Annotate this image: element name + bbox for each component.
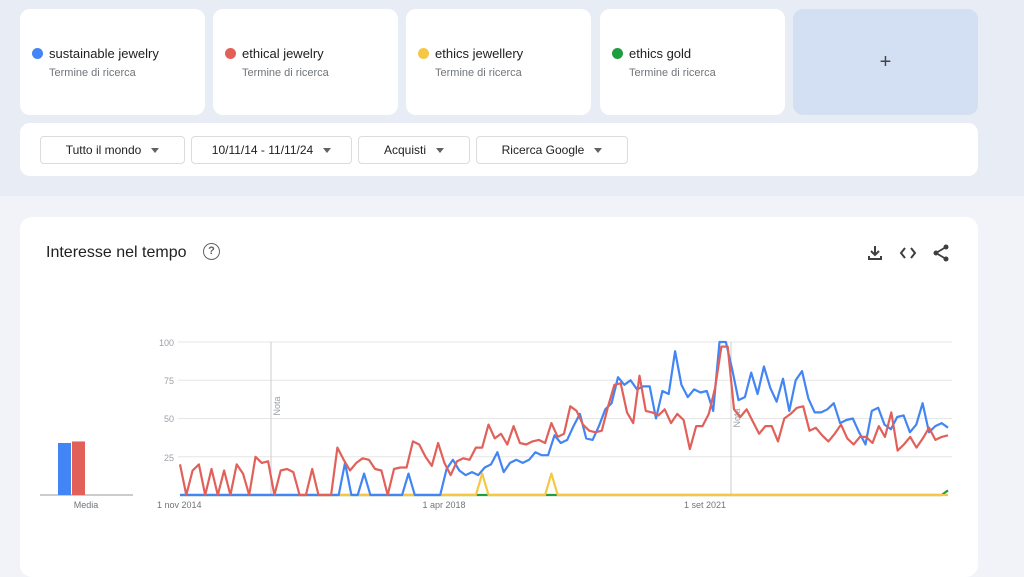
term-card-ethical-jewelry[interactable]: ethical jewelry Termine di ricerca [213, 9, 398, 115]
series-color-dot [32, 48, 43, 59]
caret-down-icon [436, 147, 445, 153]
download-icon[interactable] [865, 243, 885, 263]
term-type: Termine di ricerca [435, 67, 522, 79]
series-line-ethical-jewelry [178, 345, 949, 497]
period-dropdown[interactable]: 10/11/14 - 11/11/24 [191, 136, 352, 164]
term-card-ethics-jewellery[interactable]: ethics jewellery Termine di ricerca [406, 9, 591, 115]
share-icon[interactable] [931, 243, 951, 263]
term-card-sustainable-jewelry[interactable]: sustainable jewelry Termine di ricerca [20, 9, 205, 115]
term-label: sustainable jewelry [49, 46, 159, 61]
y-tick-label: 75 [164, 376, 174, 386]
term-type: Termine di ricerca [49, 67, 136, 79]
category-dropdown[interactable]: Acquisti [358, 136, 470, 164]
help-icon[interactable]: ? [203, 243, 220, 260]
plus-icon: + [879, 50, 892, 73]
caret-down-icon [323, 147, 332, 153]
category-value: Acquisti [383, 143, 427, 157]
term-card-ethics-gold[interactable]: ethics gold Termine di ricerca [600, 9, 785, 115]
x-tick-label: 1 apr 2018 [422, 500, 465, 510]
y-tick-label: 25 [164, 453, 174, 463]
x-tick-label: 1 set 2021 [684, 500, 726, 510]
note-marker[interactable]: Nota [732, 408, 742, 427]
note-marker[interactable]: Nota [272, 396, 282, 415]
term-label: ethics jewellery [435, 46, 524, 61]
add-term-button[interactable]: + [793, 9, 978, 115]
average-label: Media [74, 500, 99, 510]
term-label: ethics gold [629, 46, 692, 61]
series-color-dot [418, 48, 429, 59]
region-dropdown[interactable]: Tutto il mondo [40, 136, 185, 164]
x-tick-label: 1 nov 2014 [157, 500, 202, 510]
embed-icon[interactable] [898, 243, 918, 263]
series-line-sustainable-jewelry [180, 340, 949, 497]
average-bar-sustainable-jewelry [58, 442, 71, 495]
term-type: Termine di ricerca [242, 67, 329, 79]
caret-down-icon [594, 147, 603, 153]
card-title: Interesse nel tempo [46, 244, 187, 261]
interest-over-time-card: Interesse nel tempo ? [20, 217, 978, 577]
region-value: Tutto il mondo [65, 143, 142, 157]
period-value: 10/11/14 - 11/11/24 [211, 143, 314, 157]
series-color-dot [612, 48, 623, 59]
average-bar-ethical-jewelry [72, 441, 85, 495]
filter-bar: Tutto il mondo 10/11/14 - 11/11/24 Acqui… [20, 123, 978, 176]
caret-down-icon [151, 147, 160, 153]
series-color-dot [225, 48, 236, 59]
y-tick-label: 50 [164, 414, 174, 424]
source-value: Ricerca Google [501, 143, 585, 157]
term-label: ethical jewelry [242, 46, 324, 61]
source-dropdown[interactable]: Ricerca Google [476, 136, 628, 164]
y-tick-label: 100 [159, 338, 174, 348]
term-type: Termine di ricerca [629, 67, 716, 79]
